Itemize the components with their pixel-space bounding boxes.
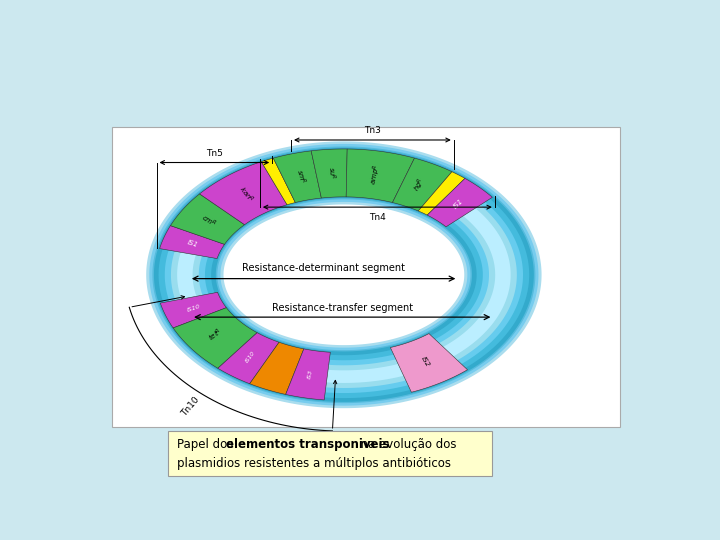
Polygon shape	[161, 292, 226, 328]
Polygon shape	[427, 178, 492, 227]
Polygon shape	[173, 308, 257, 368]
Polygon shape	[165, 157, 523, 393]
Text: Tn4: Tn4	[369, 213, 386, 221]
Polygon shape	[146, 141, 541, 408]
Text: Tn10: Tn10	[179, 395, 201, 418]
Text: na evolução dos: na evolução dos	[353, 438, 456, 451]
Polygon shape	[346, 149, 415, 202]
Bar	[168, 431, 492, 476]
Text: cm$^R$: cm$^R$	[199, 213, 218, 231]
Polygon shape	[274, 151, 321, 202]
Polygon shape	[171, 194, 245, 244]
Text: Tn3: Tn3	[364, 126, 381, 136]
Polygon shape	[218, 333, 279, 384]
Polygon shape	[154, 147, 534, 402]
Text: IS3: IS3	[307, 369, 314, 380]
Text: amp$^R$: amp$^R$	[367, 164, 384, 186]
Polygon shape	[199, 161, 287, 225]
Text: IS1: IS1	[186, 240, 199, 249]
Polygon shape	[153, 146, 536, 403]
Text: Tn5: Tn5	[206, 149, 222, 158]
Polygon shape	[311, 149, 347, 198]
Polygon shape	[177, 167, 510, 383]
Polygon shape	[392, 158, 452, 211]
Text: elementos transponiveis: elementos transponiveis	[226, 438, 390, 451]
Text: Resistance-determinant segment: Resistance-determinant segment	[242, 263, 405, 273]
Polygon shape	[250, 342, 304, 394]
Polygon shape	[171, 161, 517, 388]
Polygon shape	[390, 334, 467, 392]
Text: su$^R$: su$^R$	[325, 166, 338, 180]
Text: IS10: IS10	[245, 350, 256, 364]
Polygon shape	[286, 349, 330, 400]
Polygon shape	[158, 151, 529, 398]
Text: hg$^R$: hg$^R$	[411, 177, 428, 194]
Polygon shape	[149, 144, 539, 406]
Text: sm$^R$: sm$^R$	[292, 168, 307, 186]
Text: tet$^R$: tet$^R$	[207, 327, 225, 345]
Text: plasmidios resistentes a múltiplos antibióticos: plasmidios resistentes a múltiplos antib…	[177, 457, 451, 470]
Text: Papel dos: Papel dos	[177, 438, 238, 451]
Polygon shape	[418, 172, 465, 215]
Text: Resistance-transfer segment: Resistance-transfer segment	[271, 302, 413, 313]
Polygon shape	[261, 158, 295, 205]
Text: kan$^R$: kan$^R$	[236, 184, 256, 205]
Text: IS1: IS1	[452, 198, 464, 210]
Text: IS2: IS2	[420, 356, 431, 368]
Polygon shape	[160, 226, 225, 259]
Text: IS10: IS10	[186, 303, 201, 313]
Bar	[112, 127, 620, 427]
